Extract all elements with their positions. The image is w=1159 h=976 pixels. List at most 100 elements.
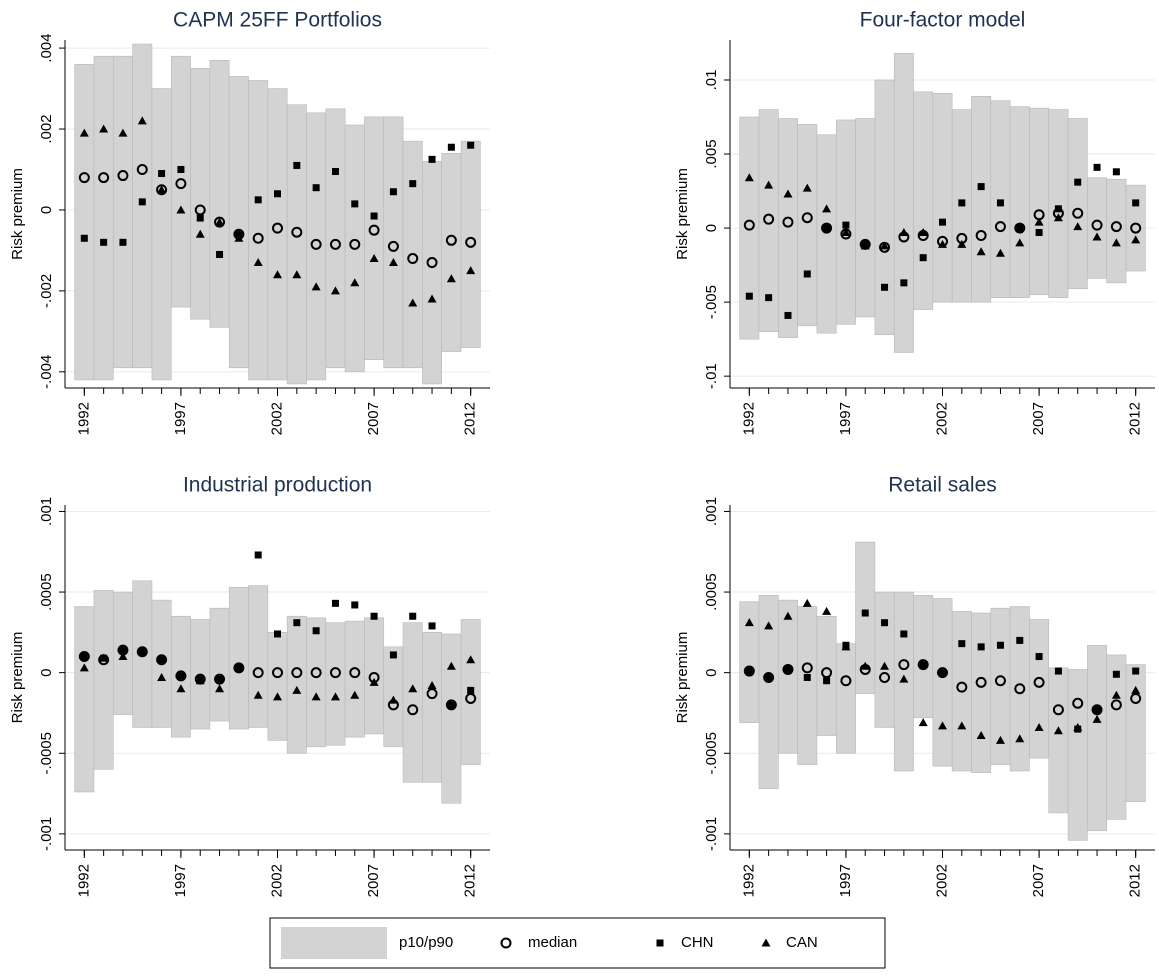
p10-p90-band bbox=[228, 586, 249, 730]
can-marker bbox=[137, 647, 147, 656]
x-tick-label: 2007 bbox=[1030, 402, 1047, 435]
chn-marker bbox=[1132, 667, 1140, 675]
chn-marker bbox=[881, 283, 889, 291]
median-marker bbox=[156, 654, 168, 666]
panel: CAPM 25FF Portfolios Risk premium -.004 -.0… bbox=[9, 9, 490, 435]
chn-marker bbox=[428, 622, 436, 630]
can-marker bbox=[369, 254, 379, 263]
p10-p90-band bbox=[855, 118, 876, 318]
can-marker bbox=[783, 611, 793, 620]
p10-p90-band bbox=[893, 53, 914, 353]
can-marker bbox=[761, 938, 771, 947]
chn-marker bbox=[745, 667, 753, 675]
median-marker bbox=[1033, 676, 1045, 688]
p10-p90-band bbox=[422, 632, 443, 783]
x-tick-label: 2007 bbox=[365, 864, 382, 897]
median-marker bbox=[975, 676, 987, 688]
median-marker bbox=[801, 662, 813, 674]
chn-marker bbox=[765, 294, 773, 302]
can-marker bbox=[273, 692, 282, 701]
chn-marker bbox=[254, 196, 262, 204]
can-marker bbox=[176, 205, 186, 214]
chn-marker bbox=[784, 665, 792, 673]
median-marker bbox=[194, 204, 206, 216]
median-marker bbox=[821, 667, 833, 679]
can-marker bbox=[918, 228, 928, 237]
y-axis-title: Risk premium bbox=[9, 632, 26, 724]
can-marker bbox=[764, 621, 774, 630]
chn-marker bbox=[312, 627, 320, 635]
can-marker bbox=[118, 652, 128, 661]
chn-marker bbox=[1093, 706, 1101, 714]
can-marker bbox=[79, 128, 89, 137]
chn-marker bbox=[274, 630, 281, 638]
median-marker bbox=[387, 240, 399, 252]
x-tick-label: 2002 bbox=[933, 864, 950, 897]
can-marker bbox=[408, 684, 418, 693]
can-marker bbox=[1015, 238, 1025, 247]
chn-marker bbox=[803, 270, 811, 278]
chn-marker bbox=[447, 143, 455, 151]
x-tick-label: 2012 bbox=[1127, 402, 1144, 435]
median-marker bbox=[445, 234, 457, 246]
p10-p90-band bbox=[855, 541, 876, 694]
y-tick-label: -.01 bbox=[703, 363, 720, 389]
median-marker bbox=[407, 704, 419, 716]
p10-p90-band bbox=[364, 617, 385, 735]
can-marker bbox=[292, 685, 302, 694]
can-marker bbox=[957, 239, 967, 248]
can-marker bbox=[446, 661, 456, 670]
p10-p90-band bbox=[874, 79, 895, 335]
can-marker bbox=[783, 189, 793, 198]
p10-p90-band bbox=[74, 63, 95, 381]
chn-marker bbox=[823, 677, 831, 685]
y-tick-label: -.0005 bbox=[703, 732, 720, 775]
can-marker bbox=[118, 128, 128, 137]
chn-marker bbox=[119, 238, 127, 246]
x-tick-label: 2012 bbox=[462, 864, 479, 897]
p10-p90-band bbox=[1125, 184, 1146, 272]
median-marker bbox=[994, 675, 1006, 687]
can-marker bbox=[1034, 217, 1044, 226]
chn-marker bbox=[1112, 168, 1120, 176]
p10-p90-band bbox=[1048, 109, 1069, 298]
can-marker bbox=[744, 618, 754, 627]
chn-marker bbox=[119, 646, 127, 654]
x-tick-label: 2007 bbox=[1030, 864, 1047, 897]
chn-marker bbox=[409, 180, 417, 188]
can-marker bbox=[822, 204, 832, 213]
chn-marker bbox=[196, 214, 204, 222]
chn-marker bbox=[1035, 653, 1043, 661]
median-marker bbox=[1091, 704, 1103, 716]
chn-marker bbox=[1035, 229, 1043, 237]
can-marker bbox=[408, 298, 418, 307]
can-marker bbox=[1073, 222, 1083, 231]
y-tick-label: 0 bbox=[38, 206, 55, 214]
chn-marker bbox=[823, 224, 831, 232]
legend-swatch bbox=[281, 927, 387, 959]
chn-marker bbox=[745, 292, 753, 300]
can-marker bbox=[388, 695, 398, 704]
can-marker bbox=[466, 655, 476, 664]
can-marker bbox=[350, 690, 360, 699]
can-marker bbox=[350, 278, 360, 287]
can-marker bbox=[841, 642, 851, 651]
chn-marker bbox=[331, 168, 339, 176]
can-marker bbox=[860, 661, 870, 670]
median-marker bbox=[782, 216, 794, 228]
p10-p90-band bbox=[777, 118, 798, 338]
median-marker bbox=[136, 163, 148, 175]
can-marker bbox=[976, 731, 986, 740]
chn-marker bbox=[919, 254, 927, 262]
chn-marker bbox=[331, 599, 339, 607]
can-marker bbox=[899, 674, 909, 683]
p10-p90-band bbox=[797, 124, 818, 327]
can-marker bbox=[176, 684, 186, 693]
p10-p90-band bbox=[913, 91, 934, 310]
chn-marker bbox=[1054, 205, 1062, 213]
p10-p90-band bbox=[1029, 619, 1050, 759]
can-marker bbox=[1034, 722, 1044, 731]
can-marker bbox=[899, 228, 909, 237]
median-marker bbox=[252, 232, 264, 244]
